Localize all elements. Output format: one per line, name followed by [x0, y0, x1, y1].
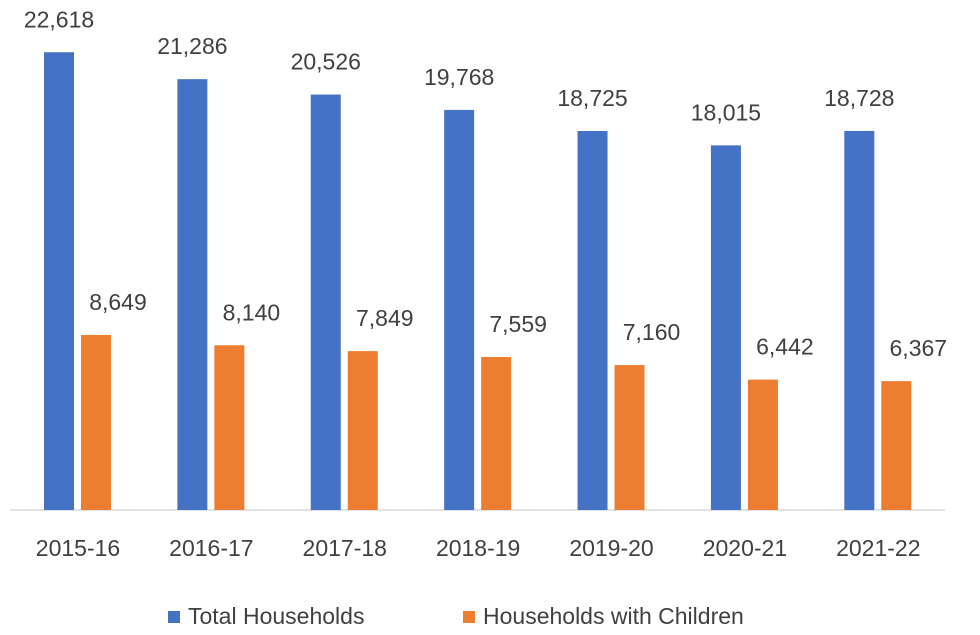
bar [347, 351, 378, 510]
bar [577, 131, 608, 511]
x-tick-label: 2016-17 [169, 535, 253, 561]
bar [444, 109, 475, 510]
legend-label: Total Households [188, 603, 364, 629]
data-label: 6,367 [890, 335, 948, 361]
legend-swatch [463, 611, 475, 623]
x-tick-label: 2018-19 [436, 535, 520, 561]
data-label: 8,649 [89, 289, 147, 315]
bar [43, 52, 74, 511]
x-tick-label: 2021-22 [836, 535, 920, 561]
bar [177, 79, 208, 510]
data-label: 7,849 [356, 305, 414, 331]
legend-label: Households with Children [483, 603, 744, 629]
bar [481, 357, 512, 510]
bar [844, 130, 875, 510]
bar [710, 145, 741, 510]
bar [614, 365, 645, 510]
bar [80, 334, 111, 510]
bar [310, 94, 341, 510]
x-tick-label: 2019-20 [569, 535, 653, 561]
bar [214, 345, 245, 510]
data-label: 22,618 [24, 6, 94, 32]
data-label: 18,725 [557, 85, 627, 111]
legend-swatch [168, 611, 180, 623]
data-label: 21,286 [157, 33, 227, 59]
data-label: 18,015 [691, 99, 761, 125]
data-label: 20,526 [291, 49, 361, 75]
x-tick-label: 2017-18 [303, 535, 387, 561]
data-label: 19,768 [424, 64, 494, 90]
bar [881, 381, 912, 510]
data-label: 18,728 [824, 85, 894, 111]
x-tick-label: 2015-16 [36, 535, 120, 561]
data-label: 7,160 [623, 319, 681, 345]
data-label: 6,442 [756, 334, 814, 360]
x-tick-label: 2020-21 [703, 535, 787, 561]
bar [747, 379, 778, 510]
data-label: 7,559 [489, 311, 547, 337]
data-label: 8,140 [223, 299, 281, 325]
